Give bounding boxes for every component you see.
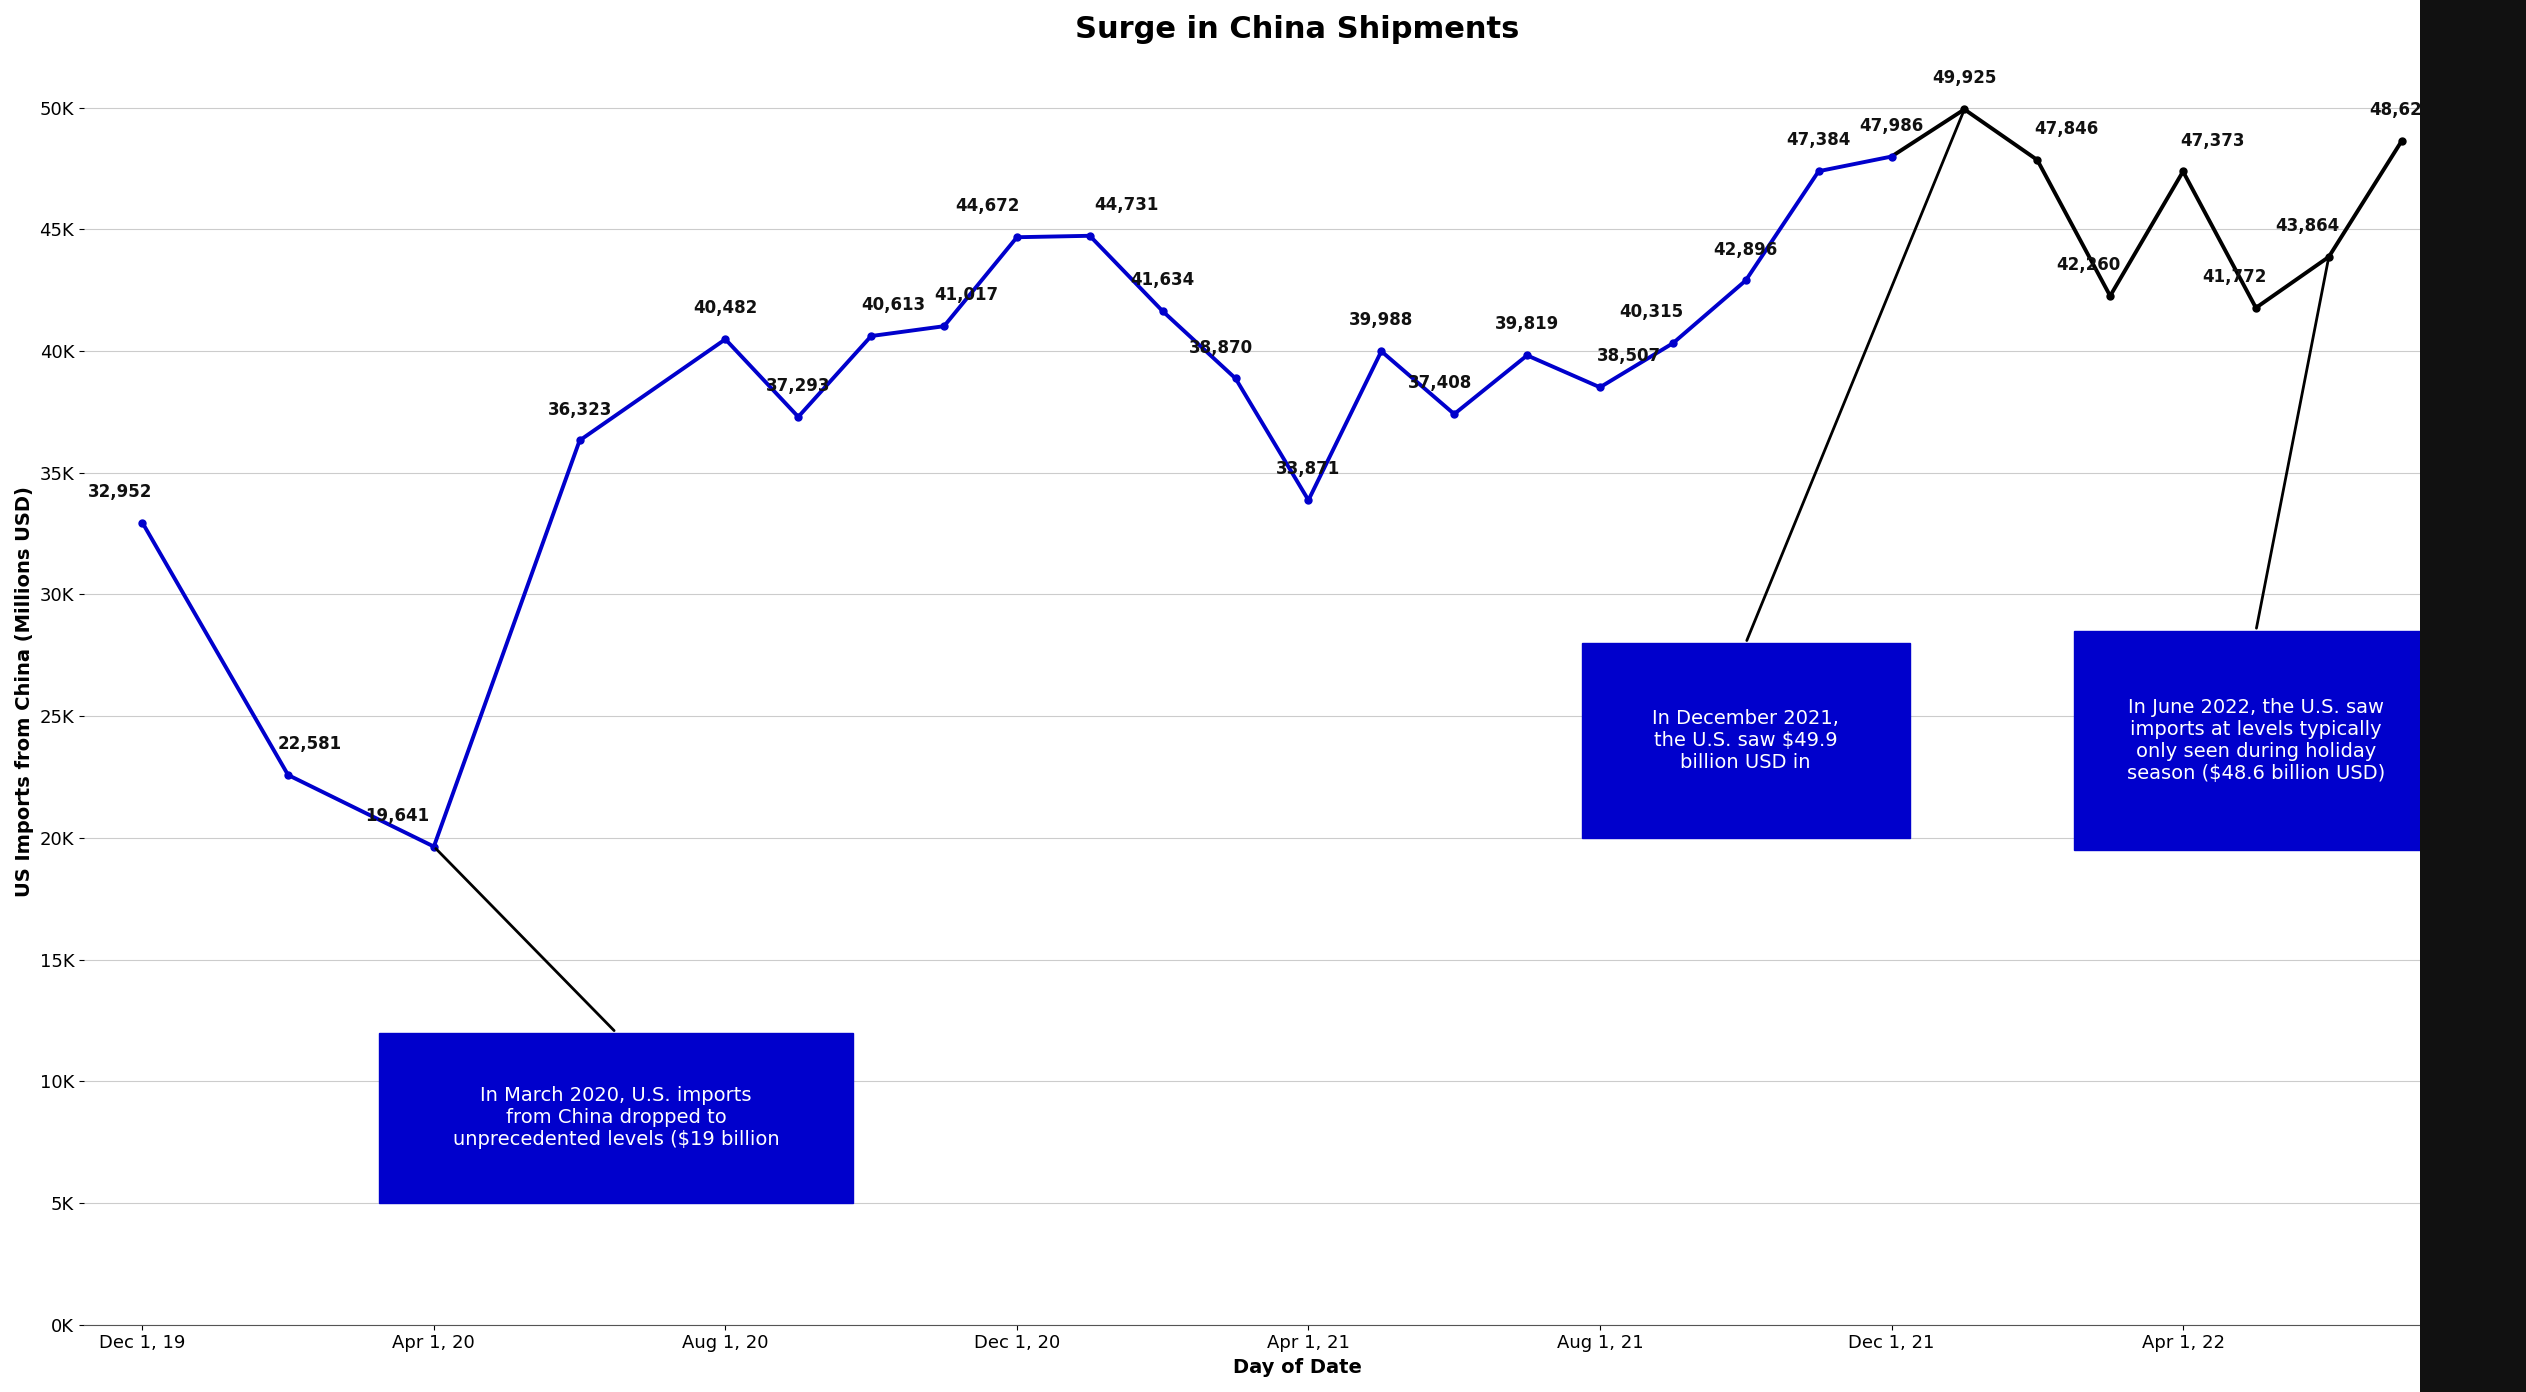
- Text: 49,925: 49,925: [1932, 70, 1996, 88]
- Text: 32,952: 32,952: [88, 483, 152, 501]
- Text: 36,323: 36,323: [548, 401, 611, 419]
- Text: 42,260: 42,260: [2056, 256, 2119, 274]
- Text: 33,871: 33,871: [1276, 461, 1341, 479]
- Bar: [379, 1033, 854, 1203]
- Text: In March 2020, U.S. imports
from China dropped to
unprecedented levels ($19 bill: In March 2020, U.S. imports from China d…: [452, 1086, 781, 1150]
- Text: 40,482: 40,482: [692, 299, 758, 317]
- Bar: [1581, 643, 1910, 838]
- Text: In December 2021,
the U.S. saw $49.9
billion USD in: In December 2021, the U.S. saw $49.9 bil…: [1652, 709, 1839, 773]
- Text: 43,864: 43,864: [2276, 217, 2339, 235]
- Text: 41,634: 41,634: [1132, 271, 1195, 290]
- Text: 44,731: 44,731: [1094, 196, 1159, 214]
- Text: 48,625: 48,625: [2369, 102, 2433, 120]
- Text: 47,384: 47,384: [1786, 131, 1852, 149]
- Text: 22,581: 22,581: [278, 735, 341, 753]
- Text: 40,613: 40,613: [861, 296, 925, 315]
- Text: 42,896: 42,896: [1713, 241, 1778, 259]
- Text: 44,672: 44,672: [955, 198, 1021, 216]
- Text: 47,986: 47,986: [1859, 117, 1925, 135]
- Text: 41,017: 41,017: [935, 287, 998, 305]
- Title: Surge in China Shipments: Surge in China Shipments: [1076, 15, 1521, 45]
- Text: 39,819: 39,819: [1495, 316, 1559, 334]
- Bar: [2074, 631, 2438, 851]
- Text: In June 2022, the U.S. saw
imports at levels typically
only seen during holiday
: In June 2022, the U.S. saw imports at le…: [2127, 697, 2385, 782]
- X-axis label: Day of Date: Day of Date: [1233, 1359, 1362, 1377]
- Text: 38,870: 38,870: [1190, 338, 1253, 356]
- Text: 47,846: 47,846: [2033, 120, 2099, 138]
- Text: 37,408: 37,408: [1407, 374, 1473, 393]
- Text: 19,641: 19,641: [366, 807, 429, 824]
- Text: 40,315: 40,315: [1619, 303, 1682, 322]
- Text: 39,988: 39,988: [1349, 312, 1415, 330]
- Text: 37,293: 37,293: [765, 377, 831, 395]
- Y-axis label: US Imports from China (Millions USD): US Imports from China (Millions USD): [15, 486, 33, 898]
- Text: 38,507: 38,507: [1596, 348, 1662, 365]
- Text: 41,772: 41,772: [2203, 267, 2266, 285]
- Text: 47,373: 47,373: [2180, 132, 2246, 149]
